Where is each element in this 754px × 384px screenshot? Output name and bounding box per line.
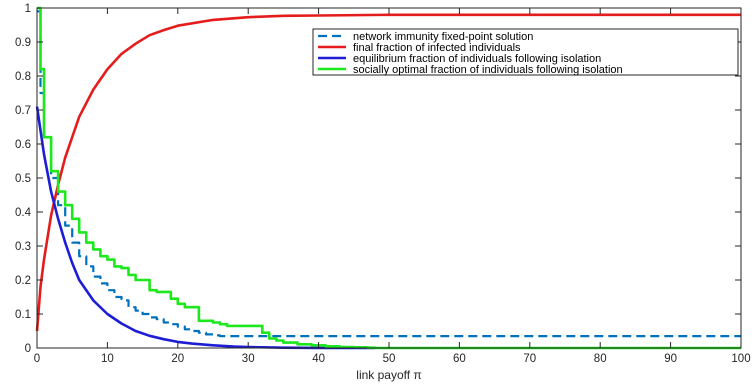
legend-label-2: final fraction of infected individuals: [353, 42, 521, 54]
x-tick-label: 50: [383, 353, 396, 365]
x-tick-label: 100: [731, 353, 750, 365]
x-tick-label: 60: [453, 353, 466, 365]
series-line-1: [37, 10, 741, 338]
y-tick-label: 0.5: [15, 173, 31, 185]
legend-label-1: network immunity fixed-point solution: [353, 31, 533, 43]
series-line-3: [35, 106, 375, 350]
axes-layer: 0 10 20 30 40 50 60 70 80 90 100 0 0.1 0.2 0.3 0.4 0.5 0.…: [15, 3, 751, 365]
y-tick-label: 0.4: [15, 207, 32, 219]
series-layer: [35, 6, 741, 350]
x-tick-label: 80: [594, 353, 607, 365]
x-tick-label: 0: [34, 353, 40, 365]
x-tick-label: 70: [523, 353, 536, 365]
x-tick-label: 30: [242, 353, 255, 365]
y-tick-label: 0.6: [15, 139, 31, 151]
y-tick-label: 0.7: [15, 105, 31, 117]
legend: network immunity fixed-point solutionfin…: [312, 28, 739, 76]
series-line-4: [37, 6, 741, 350]
legend-label-4: socially optimal fraction of individuals…: [353, 64, 623, 76]
y-tick-label: 0: [25, 343, 31, 355]
x-tick-label: 20: [171, 353, 184, 365]
legend-box: [312, 28, 739, 76]
x-axis-label: link payoff π: [356, 368, 421, 382]
x-tick-label: 10: [101, 353, 114, 365]
y-tick-label: 1: [25, 3, 31, 15]
x-tick-label: 90: [664, 353, 677, 365]
legend-label-3: equilibrium fraction of individuals foll…: [353, 53, 601, 65]
series-line-2: [35, 13, 741, 332]
y-tick-label: 0.3: [15, 241, 31, 253]
y-tick-label: 0.2: [15, 275, 31, 287]
y-tick-label: 0.1: [15, 309, 31, 321]
x-tick-label: 40: [312, 353, 325, 365]
y-tick-label: 0.9: [15, 37, 31, 49]
y-tick-label: 0.8: [15, 71, 31, 83]
